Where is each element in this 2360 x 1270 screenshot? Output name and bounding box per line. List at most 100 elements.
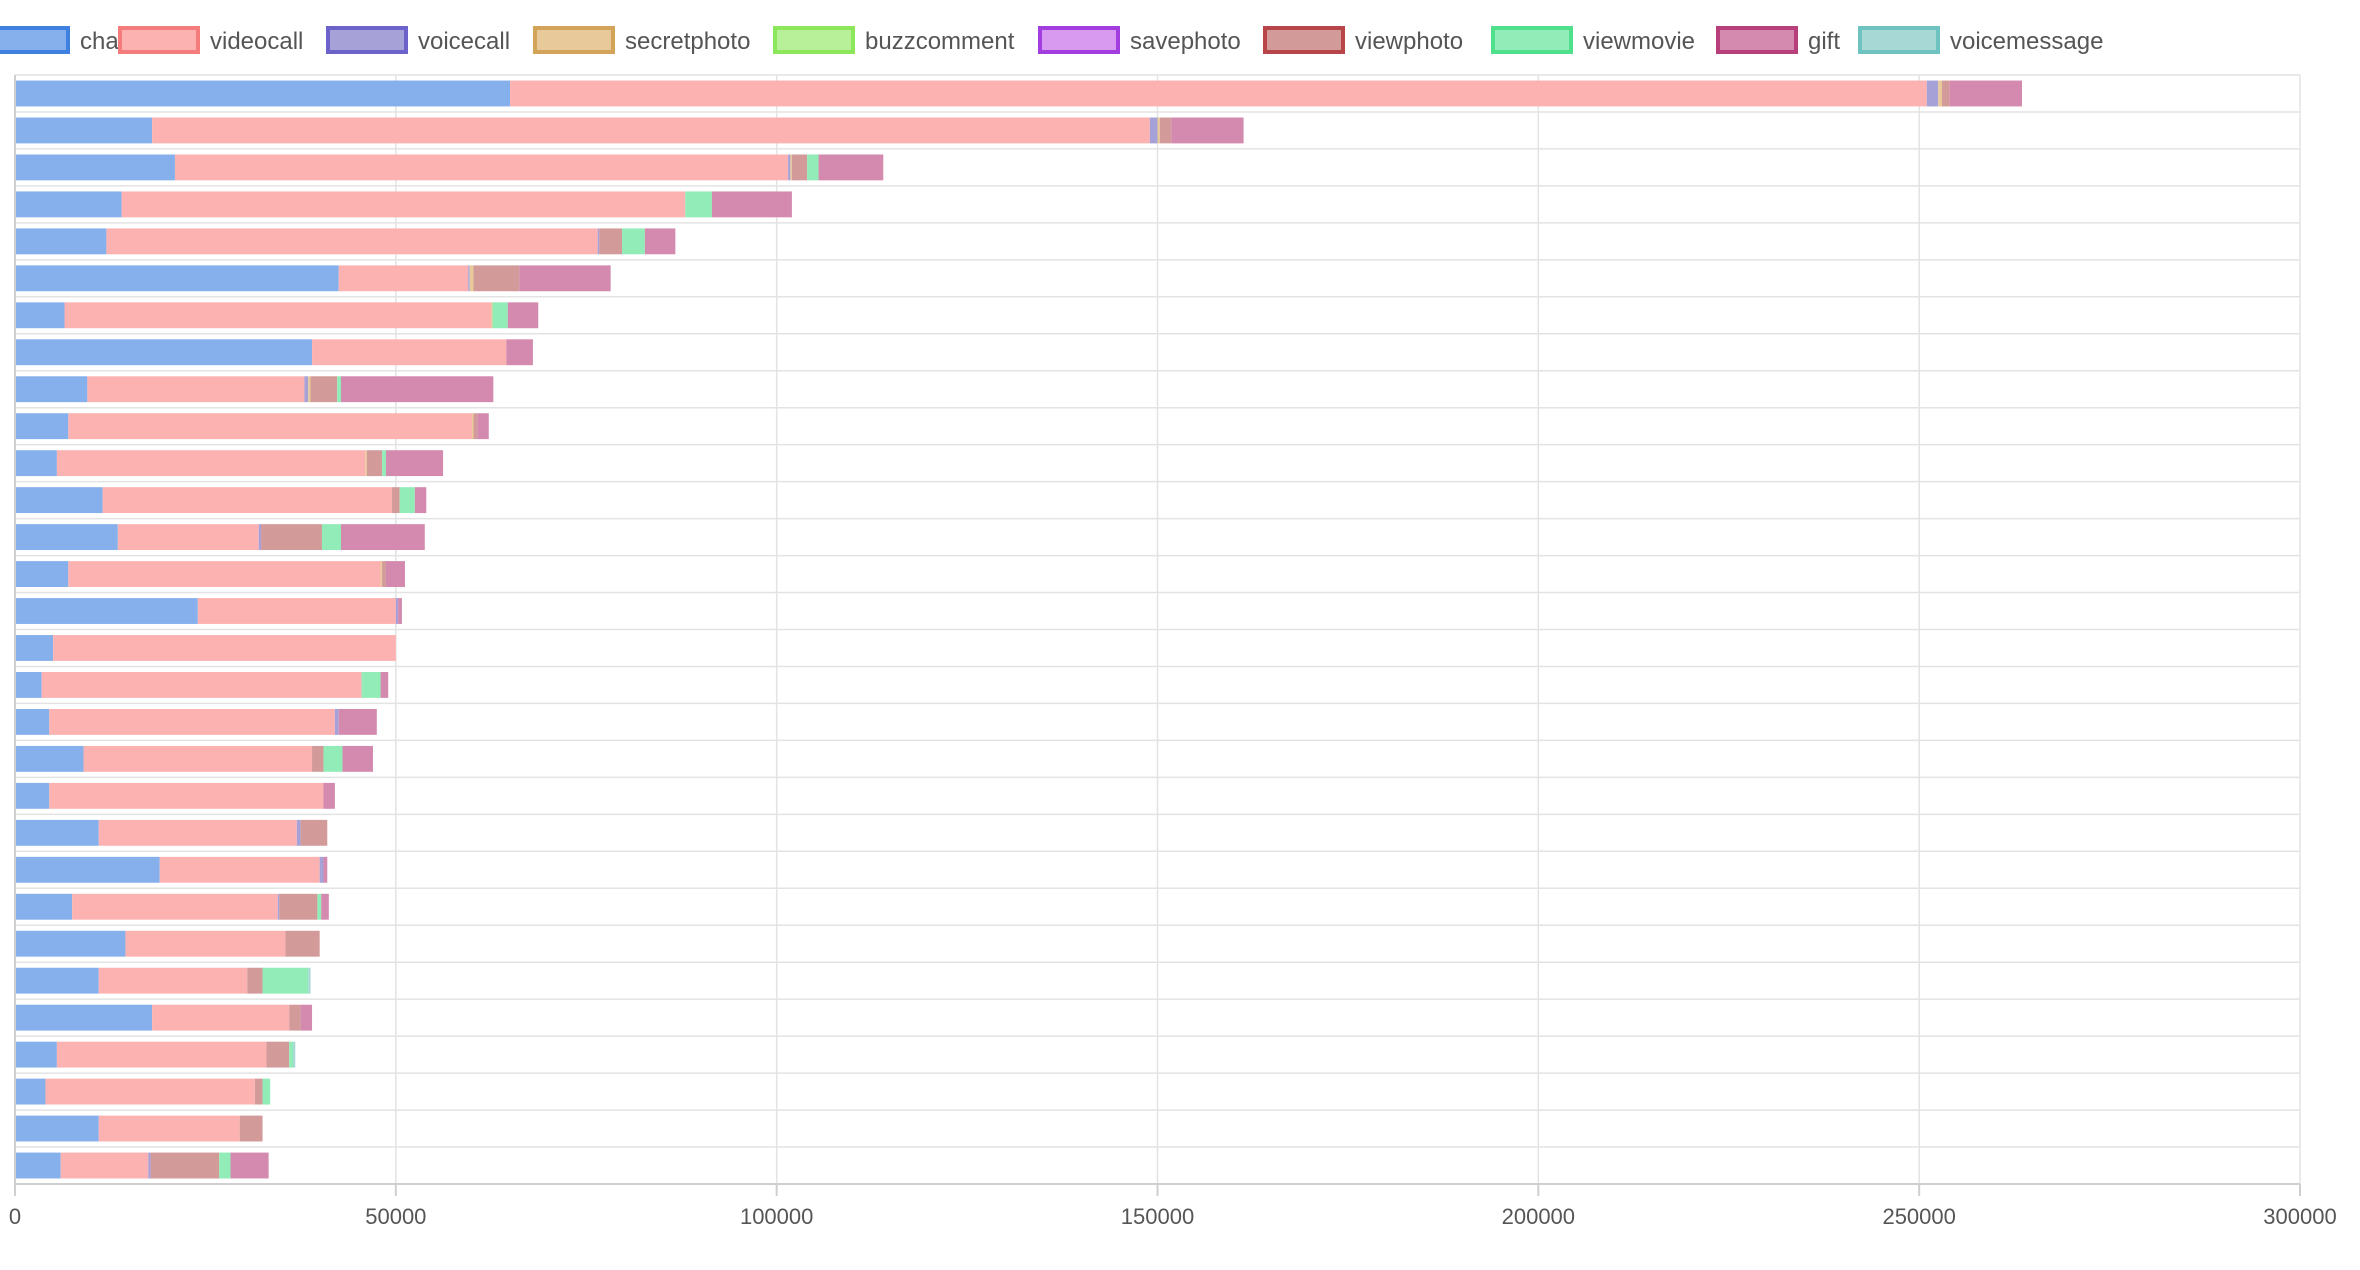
bar-gift-row-10[interactable] <box>477 413 489 440</box>
bar-voicecall-row-1[interactable] <box>1926 80 1939 107</box>
bar-chat-row-7[interactable] <box>15 302 65 329</box>
legend-label-voicecall[interactable]: voicecall <box>418 28 510 55</box>
bar-chat-row-17[interactable] <box>15 672 42 698</box>
bar-chat-row-1[interactable] <box>15 80 511 107</box>
bar-videocall-row-13[interactable] <box>117 524 259 551</box>
bar-chat-row-20[interactable] <box>15 782 50 809</box>
legend-label-secretphoto[interactable]: secretphoto <box>625 28 750 55</box>
bar-viewphoto-row-13[interactable] <box>261 524 322 551</box>
bar-viewphoto-row-2[interactable] <box>1159 117 1172 144</box>
bar-secretphoto-row-6[interactable] <box>469 265 474 292</box>
bar-viewmovie-row-12[interactable] <box>399 487 415 514</box>
bar-chat-row-21[interactable] <box>15 819 99 846</box>
bar-gift-row-22[interactable] <box>323 856 328 883</box>
legend-swatch-voicecall[interactable] <box>326 26 408 54</box>
bar-gift-row-11[interactable] <box>385 450 444 477</box>
bar-gift-row-1[interactable] <box>1949 80 2022 107</box>
bar-viewphoto-row-12[interactable] <box>392 487 400 514</box>
bar-chat-row-16[interactable] <box>15 635 54 661</box>
legend-swatch-viewmovie[interactable] <box>1491 26 1573 54</box>
bar-gift-row-12[interactable] <box>414 487 427 514</box>
bar-voicecall-row-9[interactable] <box>304 376 309 403</box>
bar-gift-row-20[interactable] <box>323 782 335 809</box>
bar-videocall-row-4[interactable] <box>121 191 686 218</box>
bar-gift-row-8[interactable] <box>506 339 533 366</box>
bar-viewmovie-row-30[interactable] <box>219 1152 231 1179</box>
legend-label-videocall[interactable]: videocall <box>210 28 303 55</box>
bar-voicecall-row-18[interactable] <box>334 708 339 735</box>
legend-label-viewphoto[interactable]: viewphoto <box>1355 28 1463 55</box>
bar-videocall-row-29[interactable] <box>98 1115 240 1142</box>
bar-voicecall-row-22[interactable] <box>319 856 324 883</box>
bar-voicecall-row-3[interactable] <box>788 154 791 181</box>
bar-viewmovie-row-23[interactable] <box>317 893 322 920</box>
bar-viewmovie-row-7[interactable] <box>492 302 508 329</box>
bar-viewphoto-row-25[interactable] <box>247 967 263 994</box>
legend-swatch-videocall[interactable] <box>118 26 200 54</box>
bar-videocall-row-23[interactable] <box>72 893 278 920</box>
bar-gift-row-7[interactable] <box>507 302 539 329</box>
bar-videocall-row-17[interactable] <box>41 672 362 698</box>
bar-gift-row-23[interactable] <box>321 893 329 920</box>
legend-swatch-buzzcomment[interactable] <box>773 26 855 54</box>
bar-viewphoto-row-21[interactable] <box>300 819 328 846</box>
bar-videocall-row-21[interactable] <box>98 819 297 846</box>
bar-viewmovie-row-3[interactable] <box>807 154 819 181</box>
bar-chat-row-23[interactable] <box>15 893 73 920</box>
bar-chat-row-8[interactable] <box>15 339 313 366</box>
bar-videocall-row-3[interactable] <box>174 154 789 181</box>
bar-gift-row-19[interactable] <box>342 745 373 772</box>
bar-videocall-row-30[interactable] <box>60 1152 149 1179</box>
bar-videocall-row-1[interactable] <box>510 80 1927 107</box>
bar-videocall-row-15[interactable] <box>197 598 396 624</box>
bar-videocall-row-16[interactable] <box>53 635 396 661</box>
bar-secretphoto-row-2[interactable] <box>1157 117 1160 144</box>
bar-voicemessage-row-25[interactable] <box>308 967 311 994</box>
bar-voicecall-row-5[interactable] <box>597 228 600 255</box>
bar-videocall-row-20[interactable] <box>49 782 324 809</box>
bar-videocall-row-22[interactable] <box>159 856 320 883</box>
bar-videocall-row-27[interactable] <box>56 1041 267 1068</box>
legend-swatch-secretphoto[interactable] <box>533 26 615 54</box>
bar-videocall-row-6[interactable] <box>338 265 469 292</box>
bar-chat-row-6[interactable] <box>15 265 339 292</box>
bar-chat-row-3[interactable] <box>15 154 175 181</box>
legend-label-gift[interactable]: gift <box>1808 28 1840 55</box>
bar-videocall-row-10[interactable] <box>68 413 473 440</box>
bar-gift-row-4[interactable] <box>711 191 792 218</box>
bar-voicecall-row-6[interactable] <box>468 265 470 292</box>
bar-chat-row-22[interactable] <box>15 856 160 883</box>
bar-gift-row-13[interactable] <box>340 524 425 551</box>
legend-swatch-chat[interactable] <box>0 26 70 54</box>
bar-viewphoto-row-5[interactable] <box>599 228 623 255</box>
bar-chat-row-4[interactable] <box>15 191 122 218</box>
bar-secretphoto-row-3[interactable] <box>790 154 792 181</box>
legend-swatch-viewphoto[interactable] <box>1263 26 1345 54</box>
bar-videocall-row-2[interactable] <box>152 117 1150 144</box>
bar-viewphoto-row-6[interactable] <box>473 265 520 292</box>
bar-chat-row-14[interactable] <box>15 561 69 587</box>
bar-viewmovie-row-5[interactable] <box>622 228 645 255</box>
bar-viewphoto-row-14[interactable] <box>382 561 386 587</box>
bar-chat-row-29[interactable] <box>15 1115 99 1142</box>
bar-voicemessage-row-27[interactable] <box>293 1041 296 1068</box>
bar-viewphoto-row-9[interactable] <box>310 376 338 403</box>
bar-chat-row-19[interactable] <box>15 745 84 772</box>
bar-videocall-row-9[interactable] <box>87 376 305 403</box>
bar-secretphoto-row-9[interactable] <box>308 376 311 403</box>
bar-gift-row-26[interactable] <box>300 1004 313 1031</box>
bar-gift-row-30[interactable] <box>230 1152 269 1179</box>
bar-secretphoto-row-11[interactable] <box>365 450 367 477</box>
bar-chat-row-13[interactable] <box>15 524 118 551</box>
bar-viewphoto-row-3[interactable] <box>791 154 808 181</box>
bar-viewmovie-row-28[interactable] <box>262 1078 271 1105</box>
bar-chat-row-12[interactable] <box>15 487 103 514</box>
bar-gift-row-15[interactable] <box>398 598 402 624</box>
bar-viewmovie-row-17[interactable] <box>361 672 381 698</box>
bar-voicecall-row-13[interactable] <box>258 524 262 551</box>
bar-viewmovie-row-13[interactable] <box>321 524 341 551</box>
bar-viewphoto-row-19[interactable] <box>312 745 324 772</box>
bar-gift-row-14[interactable] <box>385 561 405 587</box>
bar-viewphoto-row-11[interactable] <box>366 450 383 477</box>
bar-gift-row-9[interactable] <box>340 376 494 403</box>
